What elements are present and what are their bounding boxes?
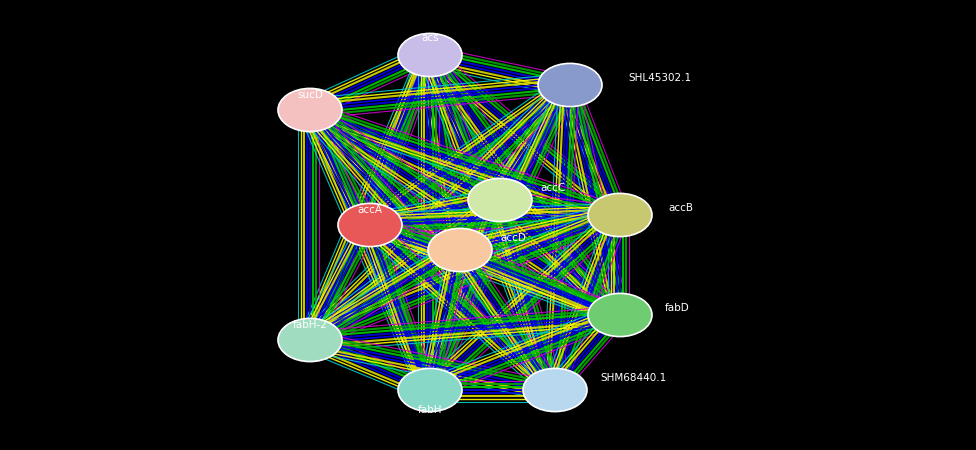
Text: accD: accD [500, 233, 526, 243]
Ellipse shape [538, 63, 602, 107]
Ellipse shape [398, 33, 462, 76]
Text: acs: acs [422, 33, 439, 43]
Ellipse shape [588, 194, 652, 237]
Text: accC: accC [540, 183, 565, 193]
Text: SHM68440.1: SHM68440.1 [600, 373, 667, 383]
Text: accA: accA [357, 205, 383, 215]
Ellipse shape [278, 319, 342, 362]
Ellipse shape [338, 203, 402, 247]
Ellipse shape [278, 88, 342, 131]
Text: accB: accB [668, 203, 693, 213]
Text: fabH: fabH [418, 405, 442, 415]
Ellipse shape [428, 229, 492, 272]
Text: fabH-2: fabH-2 [293, 320, 327, 330]
Ellipse shape [523, 369, 587, 412]
Text: fabD: fabD [665, 303, 690, 313]
Text: sucD: sucD [297, 90, 323, 100]
Ellipse shape [588, 293, 652, 337]
Ellipse shape [468, 178, 532, 221]
Text: SHL45302.1: SHL45302.1 [628, 73, 691, 83]
Ellipse shape [398, 369, 462, 412]
